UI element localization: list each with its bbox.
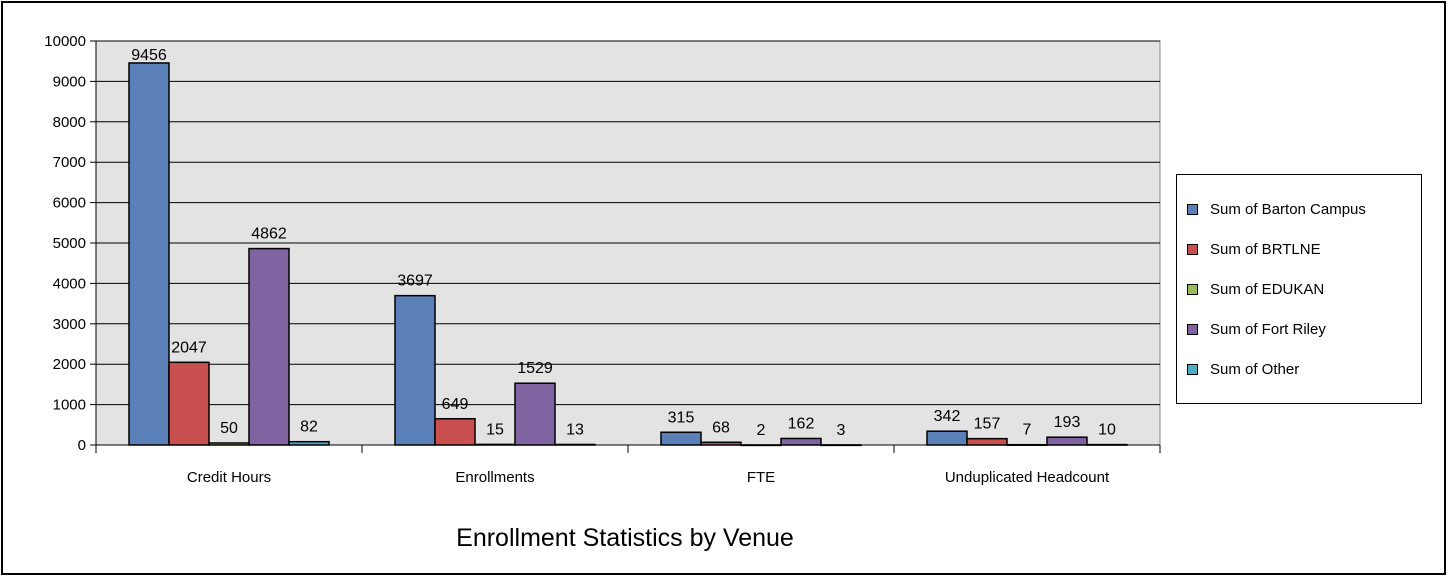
data-label: 2047 xyxy=(171,339,207,356)
x-tick-label: Enrollments xyxy=(455,469,534,486)
bar xyxy=(966,437,1008,446)
bar xyxy=(248,247,290,446)
bar xyxy=(700,441,742,446)
bar xyxy=(554,443,596,446)
y-tick-label: 0 xyxy=(78,437,86,454)
data-label: 1529 xyxy=(517,360,553,377)
data-label: 3697 xyxy=(397,273,433,290)
y-tick-label: 1000 xyxy=(53,397,86,414)
bar xyxy=(740,444,782,447)
legend-item: Sum of Fort Riley xyxy=(1187,319,1326,339)
bar xyxy=(168,361,210,446)
legend-label: Sum of EDUKAN xyxy=(1210,280,1325,298)
data-label: 7 xyxy=(1023,422,1032,439)
bar xyxy=(780,437,822,446)
y-tick-label: 7000 xyxy=(53,154,86,171)
legend-swatch xyxy=(1187,323,1198,335)
y-tick-label: 8000 xyxy=(53,114,86,131)
bar xyxy=(820,444,862,447)
data-label: 13 xyxy=(566,421,584,438)
legend-item: Sum of Barton Campus xyxy=(1187,199,1366,219)
bar xyxy=(394,294,436,446)
legend-item: Sum of EDUKAN xyxy=(1187,279,1324,299)
legend-item: Sum of BRTLNE xyxy=(1187,239,1321,259)
data-label: 82 xyxy=(300,419,318,436)
bar xyxy=(288,440,330,446)
legend-label: Sum of Other xyxy=(1210,360,1300,378)
legend-swatch xyxy=(1187,243,1198,255)
y-tick-label: 5000 xyxy=(53,235,86,252)
bar xyxy=(128,62,170,446)
y-tick-label: 3000 xyxy=(53,316,86,333)
bar xyxy=(1046,436,1088,446)
chart-title: Enrollment Statistics by Venue xyxy=(456,524,794,552)
data-label: 157 xyxy=(974,416,1001,433)
y-tick-label: 9000 xyxy=(53,73,86,90)
data-label: 4862 xyxy=(251,226,287,243)
data-label: 3 xyxy=(837,422,846,439)
data-label: 649 xyxy=(442,396,469,413)
bar xyxy=(208,442,250,446)
bar xyxy=(434,418,476,446)
data-label: 68 xyxy=(712,419,730,436)
data-labels: 9456 2047 50 4862 82 3697 649 15 1529 13 315 68 2 162… xyxy=(131,47,1116,439)
data-label: 193 xyxy=(1054,414,1081,431)
bar xyxy=(514,382,556,446)
legend: Sum of Barton Campus Sum of BRTLNE Sum of … xyxy=(1176,174,1422,404)
data-label: 162 xyxy=(788,415,815,432)
axes: 0 1000 2000 3000 4000 5000 6000 7000 8000 9000 100… xyxy=(44,33,1161,486)
legend-swatch xyxy=(1187,363,1198,375)
bar xyxy=(1086,443,1128,446)
data-label: 315 xyxy=(668,409,695,426)
y-tick-label: 2000 xyxy=(53,356,86,373)
legend-swatch xyxy=(1187,283,1198,295)
legend-swatch xyxy=(1187,203,1198,215)
bar xyxy=(1006,443,1048,446)
bar xyxy=(660,431,702,446)
x-tick-label: FTE xyxy=(747,469,775,486)
data-label: 50 xyxy=(220,420,238,437)
x-tick-label: Unduplicated Headcount xyxy=(945,469,1110,486)
legend-label: Sum of BRTLNE xyxy=(1210,240,1321,258)
data-label: 2 xyxy=(757,422,766,439)
data-label: 15 xyxy=(486,421,504,438)
legend-item: Sum of Other xyxy=(1187,359,1299,379)
y-tick-label: 6000 xyxy=(53,195,86,212)
bar xyxy=(474,443,516,446)
data-label: 342 xyxy=(934,408,961,425)
y-tick-label: 10000 xyxy=(44,33,86,50)
bar xyxy=(926,430,968,446)
y-tick-label: 4000 xyxy=(53,275,86,292)
x-tick-label: Credit Hours xyxy=(187,469,271,486)
data-label: 9456 xyxy=(131,47,167,64)
bars xyxy=(128,62,1128,447)
legend-label: Sum of Barton Campus xyxy=(1210,200,1366,218)
gridlines xyxy=(96,40,1160,406)
legend-label: Sum of Fort Riley xyxy=(1210,320,1326,338)
data-label: 10 xyxy=(1098,422,1116,439)
